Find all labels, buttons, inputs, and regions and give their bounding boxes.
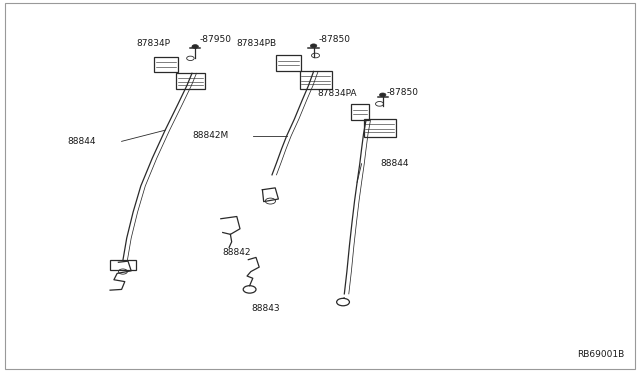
Text: 87834PA: 87834PA bbox=[317, 89, 357, 98]
Text: 88844: 88844 bbox=[67, 137, 96, 146]
Bar bbox=[351, 104, 369, 120]
Text: 88844: 88844 bbox=[381, 159, 410, 168]
Text: -87850: -87850 bbox=[319, 35, 351, 44]
Bar bbox=[154, 57, 178, 72]
Circle shape bbox=[310, 44, 317, 48]
Bar bbox=[110, 260, 136, 270]
Text: 87834P: 87834P bbox=[136, 39, 171, 48]
Bar bbox=[276, 55, 301, 71]
Text: -87850: -87850 bbox=[387, 88, 419, 97]
Text: RB69001B: RB69001B bbox=[577, 350, 624, 359]
Text: -87950: -87950 bbox=[200, 35, 232, 44]
Text: 87834PB: 87834PB bbox=[236, 39, 276, 48]
Text: 88842M: 88842M bbox=[193, 131, 229, 140]
Circle shape bbox=[380, 93, 386, 97]
Text: 88842: 88842 bbox=[223, 248, 252, 257]
Text: 88843: 88843 bbox=[252, 304, 280, 313]
Circle shape bbox=[192, 45, 198, 48]
